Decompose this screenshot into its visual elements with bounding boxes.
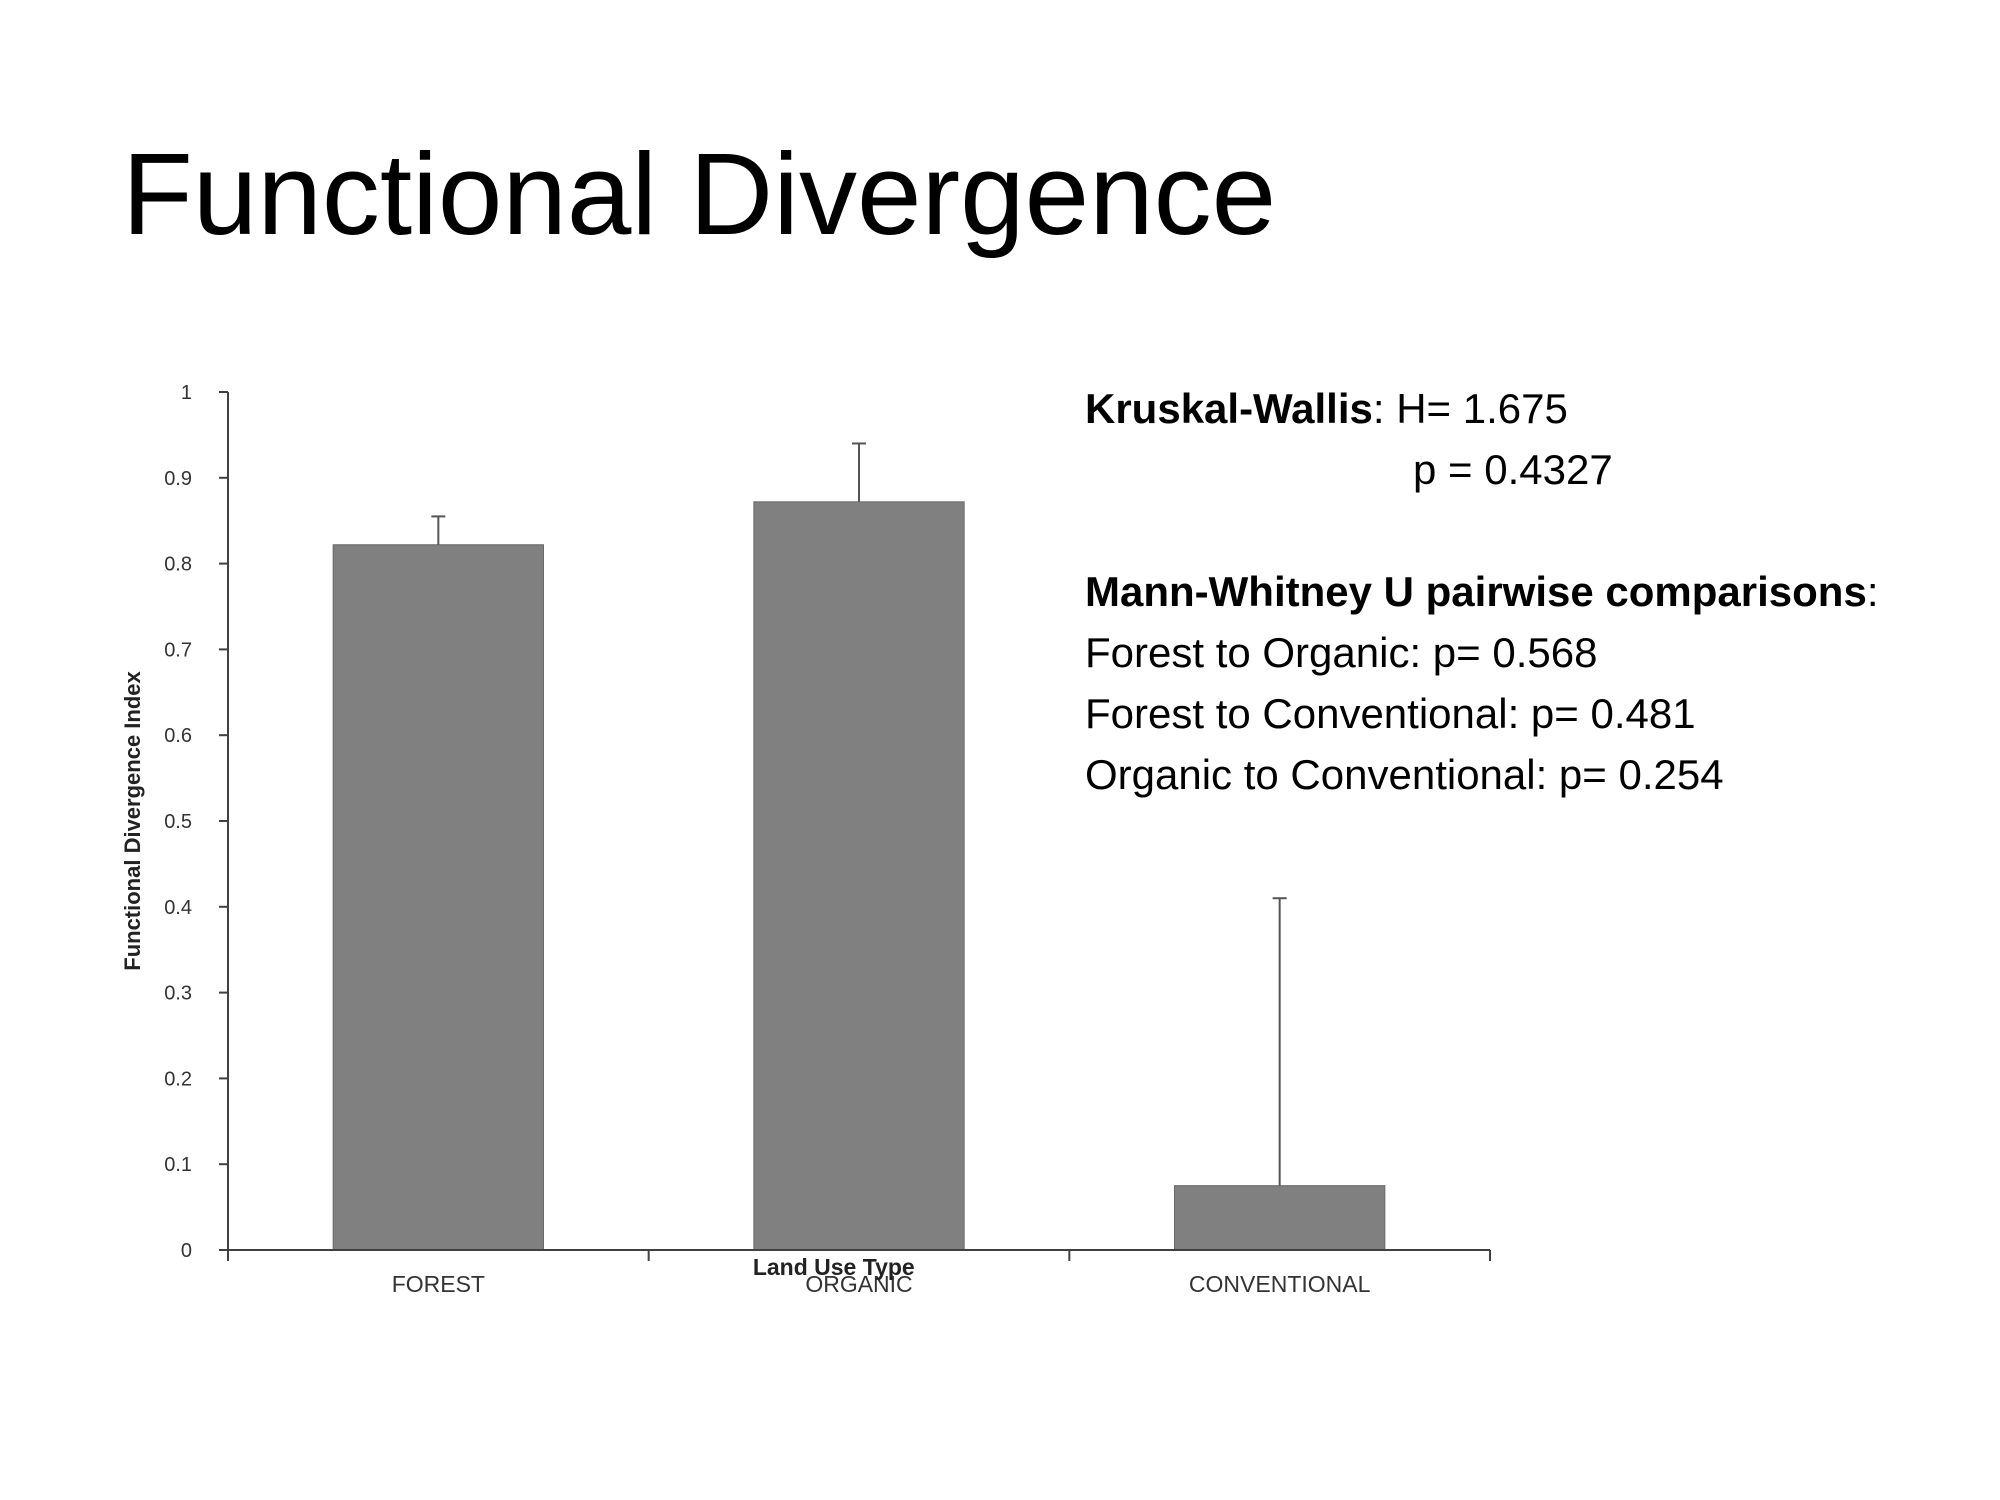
x-tick-label-organic: ORGANIC xyxy=(805,1271,912,1297)
statistics-panel: Kruskal-Wallis: H= 1.675 p = 0.4327 Mann… xyxy=(1085,378,1878,805)
x-tick-label-conventional: CONVENTIONAL xyxy=(1189,1271,1371,1297)
comparison-forest-conventional: Forest to Conventional: p= 0.481 xyxy=(1085,690,1696,737)
kruskal-wallis-line: Kruskal-Wallis: H= 1.675 xyxy=(1085,378,1878,439)
kruskal-wallis-separator: : xyxy=(1372,385,1397,432)
y-tick-label: 0.4 xyxy=(164,897,192,919)
comparison-organic-conventional: Organic to Conventional: p= 0.254 xyxy=(1085,751,1724,798)
y-tick-label: 0.8 xyxy=(164,554,192,576)
y-tick-label: 0.2 xyxy=(164,1068,192,1090)
y-tick-label: 0 xyxy=(181,1240,192,1262)
kruskal-wallis-label: Kruskal-Wallis xyxy=(1085,385,1373,432)
kruskal-wallis-p: p = 0.4327 xyxy=(1413,446,1613,493)
x-tick-label-forest: FOREST xyxy=(392,1271,485,1297)
x-axis-ticks: FOREST ORGANIC CONVENTIONAL xyxy=(227,1250,1491,1297)
y-tick-label: 0.9 xyxy=(164,468,192,490)
y-tick-label: 0.3 xyxy=(164,983,192,1005)
kruskal-wallis-h: H= 1.675 xyxy=(1396,385,1568,432)
bars xyxy=(332,501,1386,1251)
y-tick-label: 1 xyxy=(181,382,192,404)
y-axis-ticks: 0 0.1 0.2 0.3 0.4 0.5 0.6 0.7 0.8 0.9 1 xyxy=(164,382,228,1262)
slide-title: Functional Divergence xyxy=(122,129,1277,259)
y-tick-label: 0.1 xyxy=(164,1154,192,1176)
bar-conventional xyxy=(1174,1185,1386,1251)
mann-whitney-heading: Mann-Whitney U pairwise comparisons: xyxy=(1085,561,1878,622)
y-axis-label: Functional Divergence Index xyxy=(120,670,145,970)
y-tick-label: 0.6 xyxy=(164,725,192,747)
error-bars xyxy=(431,442,1287,1186)
bar-organic xyxy=(753,501,965,1251)
x-axis-label: Land Use Type xyxy=(753,1254,915,1280)
y-tick-label: 0.5 xyxy=(164,811,192,833)
mann-whitney-label: Mann-Whitney U pairwise comparisons xyxy=(1085,568,1867,615)
comparison-forest-organic: Forest to Organic: p= 0.568 xyxy=(1085,629,1598,676)
y-tick-label: 0.7 xyxy=(164,639,192,661)
mann-whitney-separator: : xyxy=(1866,568,1879,615)
bar-forest xyxy=(332,544,544,1251)
